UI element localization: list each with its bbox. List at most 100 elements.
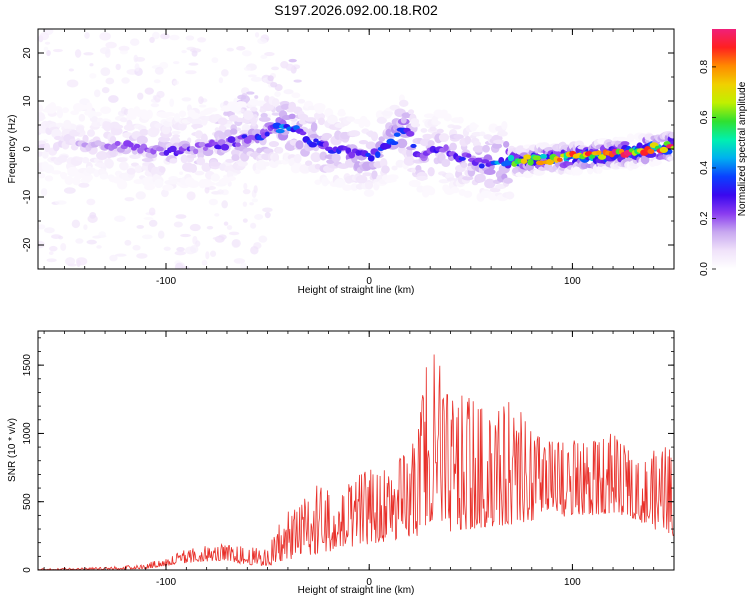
spectrogram-blob [596, 150, 602, 156]
spectrogram-blob [124, 197, 135, 202]
spectrogram-blob [186, 154, 197, 159]
spectrogram-blob [164, 112, 176, 117]
spectrogram-blob [75, 257, 88, 266]
spectrogram-blob [198, 96, 204, 105]
spectrogram-blob [462, 175, 474, 181]
spectrogram-blob [436, 128, 444, 134]
spectrogram-blob [197, 150, 205, 160]
spectrogram-blob [194, 130, 204, 139]
spectrogram-blob [83, 224, 88, 230]
spectrogram-blob [257, 37, 268, 45]
spectrogram-blob [199, 104, 207, 108]
spectrogram-blob [378, 136, 386, 142]
spectrogram-blob [337, 111, 346, 117]
spectrogram-blob [440, 109, 448, 115]
spectrogram-blob [237, 160, 248, 167]
spectrogram-blob [443, 113, 452, 122]
spectrogram-x-label: Height of straight line (km) [298, 285, 415, 296]
spectrogram-blob [154, 94, 161, 103]
spectrogram-blob [460, 162, 468, 168]
spectrogram-blob [208, 198, 218, 206]
spectrogram-blob [172, 61, 180, 65]
y-tick-label: 1000 [22, 422, 33, 445]
spectrogram-blob [314, 104, 325, 114]
spectrogram-blob [129, 38, 140, 46]
spectrogram-blob [457, 116, 464, 124]
spectrogram-blob [214, 213, 220, 217]
colorbar-tick-label: 0.0 [699, 262, 710, 276]
colorbar-tick-label: 0.8 [699, 60, 710, 74]
spectrogram-blob [231, 238, 241, 248]
spectrogram-blob [44, 227, 55, 234]
spectrogram-blob [104, 158, 114, 169]
spectrogram-blob [249, 202, 254, 206]
spectrogram-blob [274, 91, 281, 97]
spectrogram-blob [267, 75, 274, 82]
spectrogram-blob [205, 107, 218, 113]
snr-plot-area [38, 331, 674, 570]
snr-frame [37, 330, 675, 571]
y-tick-label: 500 [22, 493, 33, 510]
spectrogram-blob [171, 130, 181, 135]
y-tick-label: -10 [22, 189, 33, 204]
spectrogram-blob [283, 89, 294, 95]
spectrogram-blob [399, 99, 409, 107]
spectrogram-blob [497, 130, 508, 137]
spectrogram-blob [291, 121, 297, 126]
spectrogram-blob [74, 49, 82, 58]
spectrogram-blob [483, 168, 496, 176]
spectrogram-blob [179, 171, 184, 176]
spectrogram-blob [221, 69, 229, 77]
spectrogram-blob [89, 73, 97, 79]
spectrogram-blob [231, 154, 240, 161]
spectrogram-blob [118, 45, 130, 52]
snr-x-ticks: -100 0 100 [43, 331, 675, 588]
spectrogram-blob [206, 225, 214, 230]
spectrogram-blob [386, 174, 399, 181]
spectrogram-blob [143, 216, 154, 221]
spectrogram-blob [260, 54, 268, 60]
spectrogram-blob [38, 240, 45, 249]
spectrogram-blob [250, 246, 259, 255]
spectrogram-blob [109, 254, 118, 262]
spectrogram-blob [395, 159, 405, 168]
spectrogram-blob [38, 104, 44, 113]
spectrogram-blob [133, 179, 144, 185]
spectrogram-blob [226, 170, 234, 179]
spectrogram-blob [406, 130, 415, 137]
spectrogram-blob [253, 185, 258, 194]
spectrogram-blob [348, 151, 356, 159]
spectrogram-blob [180, 154, 189, 164]
spectrogram-blob [63, 119, 72, 130]
spectrogram-blob [66, 79, 79, 88]
spectrogram-blob [99, 173, 108, 180]
spectrogram-blob [463, 190, 473, 198]
spectrogram-blob [355, 174, 368, 184]
spectrogram-blob [109, 150, 117, 158]
spectrogram-blob [86, 239, 97, 245]
colorbar: 0.0 0.2 0.4 0.6 0.8 Normalized spectral ampl… [699, 29, 748, 276]
spectrogram-blob [82, 134, 89, 143]
spectrogram-blob [113, 124, 124, 129]
spectrogram-blob [667, 156, 674, 161]
spectrogram-blob [115, 63, 121, 71]
spectrogram-blob [55, 122, 65, 128]
colorbar-gradient [712, 29, 736, 269]
spectrogram-blob [262, 207, 273, 213]
spectrogram-blob [69, 138, 77, 144]
spectrogram-blob [668, 132, 674, 139]
spectrogram-blob [172, 80, 179, 86]
y-tick-label: 0 [22, 567, 33, 573]
spectrogram-blob [250, 222, 257, 229]
spectrogram-blob [144, 184, 156, 191]
spectrogram-blob [100, 106, 112, 114]
spectrogram-blob [195, 240, 201, 247]
spectrogram-blob [314, 163, 321, 170]
spectrogram-blob [501, 120, 508, 130]
snr-x-label: Height of straight line (km) [298, 585, 415, 596]
spectrogram-blob [180, 233, 191, 238]
spectrogram-blob [135, 191, 146, 200]
spectrogram-blob [44, 41, 51, 45]
spectrogram-blob [445, 172, 454, 179]
spectrogram-blob [532, 155, 542, 161]
